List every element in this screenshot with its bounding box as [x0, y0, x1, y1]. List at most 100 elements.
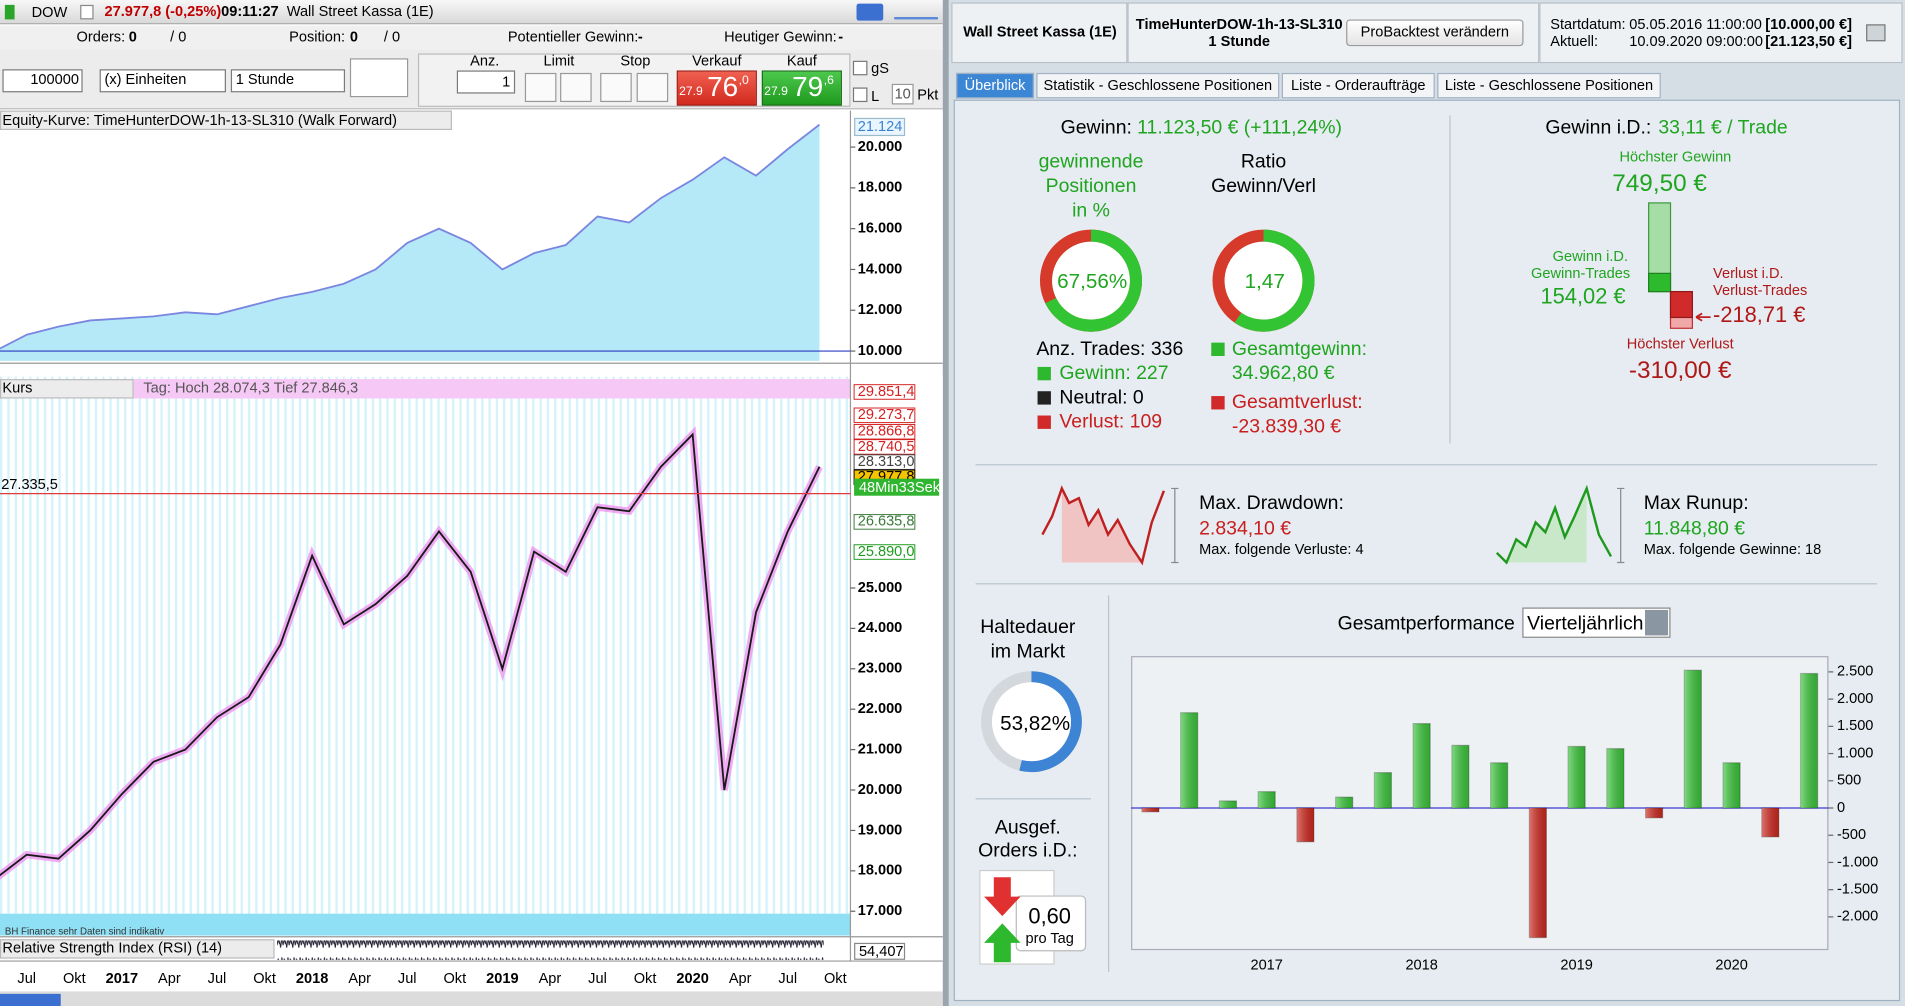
win-rate-donut-hole: [1052, 241, 1130, 320]
tab-label[interactable]: Statistik - Geschlossene Positionen: [1043, 76, 1273, 94]
buy-button[interactable]: [761, 70, 842, 106]
bar-shade: [1529, 808, 1547, 938]
y-tick-label: 500: [1837, 773, 1861, 789]
quantity-field[interactable]: [456, 70, 516, 94]
bar-shade: [1761, 808, 1779, 837]
bar-shade: [1413, 723, 1431, 809]
label: Pkt: [917, 86, 939, 104]
x-tick-label: 2019: [1560, 958, 1592, 974]
label: im Markt: [990, 641, 1066, 663]
price-tag-label: 28.740,5: [858, 439, 915, 455]
label: 05.05.2016 11:00:00: [1629, 15, 1762, 33]
label: 53,82%: [1000, 711, 1071, 736]
label: 10: [894, 85, 911, 103]
select-value[interactable]: Vierteljährlich: [1527, 613, 1644, 635]
bar-shade: [1141, 808, 1159, 812]
timeframe-select[interactable]: [230, 69, 346, 93]
x-tick-label: 2017: [1250, 958, 1282, 974]
label: gS: [871, 59, 889, 77]
x-tick-label: 2020: [1715, 958, 1747, 974]
limit-buy-button[interactable]: [524, 72, 557, 103]
x-tick-label: Okt: [253, 969, 276, 987]
input-value: 100000: [30, 70, 79, 88]
button-text: 76: [707, 70, 739, 103]
price-panel-bg: [0, 376, 851, 936]
bar-shade: [1800, 673, 1818, 809]
select-value[interactable]: (x) Einheiten: [104, 70, 187, 88]
header-cell: [951, 2, 1128, 64]
tab-label[interactable]: Überblick: [964, 76, 1026, 94]
x-tick-label: Jul: [207, 969, 227, 987]
label: Max Runup:: [1643, 493, 1749, 514]
label: pro Tag: [1025, 929, 1074, 947]
label: -23.839,30 €: [1231, 416, 1342, 438]
button-text: 27.9: [764, 85, 788, 99]
bar-shade: [1568, 746, 1586, 809]
label: 1,47: [1244, 269, 1285, 293]
label: Gesamtverlust:: [1231, 392, 1363, 414]
l-checkbox[interactable]: [852, 87, 868, 103]
tab-label[interactable]: Liste - Geschlossene Positionen: [1444, 76, 1654, 94]
status-row: [0, 25, 943, 50]
price-tag-label: 28.866,8: [858, 424, 915, 440]
legend-square: [1211, 342, 1225, 356]
bar-shade: [1180, 712, 1198, 809]
label: Neutral: 0: [1059, 387, 1144, 409]
label: gewinnende: [1038, 151, 1144, 173]
tab-label[interactable]: Liste - Orderaufträge: [1291, 76, 1426, 94]
price-line: [0, 432, 821, 877]
gs-checkbox[interactable]: [852, 60, 868, 76]
label: -: [637, 27, 643, 45]
left-bottom-bar: [0, 991, 943, 1006]
horizontal-line-label: 27.335,5: [1, 477, 58, 493]
x-tick-label: Okt: [62, 969, 86, 987]
tab[interactable]: [956, 72, 1034, 99]
info-icon: [80, 4, 94, 20]
price-tag-label: 26.635,8: [858, 514, 915, 530]
start-button[interactable]: [0, 993, 61, 1006]
label: Wall Street Kassa (1E): [963, 23, 1117, 41]
rsi-header: [0, 939, 275, 959]
panel-title: Relative Strength Index (RSI) (14): [2, 939, 223, 957]
label: Ratio: [1240, 151, 1287, 173]
unit-select[interactable]: [99, 69, 226, 93]
stop-sell-button[interactable]: [636, 72, 669, 103]
marker-band: [0, 913, 851, 936]
x-tick-label: Okt: [443, 969, 467, 987]
label: Verlust-Trades: [1713, 281, 1808, 299]
divider: [975, 583, 1878, 585]
button-text[interactable]: ProBacktest verändern: [1360, 23, 1509, 41]
x-tick-label: Jul: [588, 969, 607, 987]
panel-title: Equity-Kurve: TimeHunterDOW-1h-13-SL310 …: [2, 111, 398, 129]
keyboard-button[interactable]: [856, 3, 884, 21]
edit-backtest-button[interactable]: [1346, 19, 1524, 47]
win-rate-donut: [1039, 229, 1143, 332]
price-tag: [853, 423, 916, 440]
stop-buy-button[interactable]: [600, 72, 632, 103]
period-select-arrow[interactable]: [1645, 609, 1669, 636]
avg-win-bar: [1648, 272, 1672, 293]
tab[interactable]: [1281, 72, 1435, 99]
label: 0,60: [1028, 903, 1071, 929]
price-tag: [853, 384, 916, 400]
label: Gewinn i.D.: [1552, 247, 1629, 265]
x-tick-label: 2018: [295, 969, 329, 987]
tab[interactable]: [1036, 72, 1280, 99]
pkt-field[interactable]: [891, 83, 914, 105]
chart-type-button[interactable]: [349, 58, 409, 98]
sell-button[interactable]: [676, 70, 757, 106]
bar-shade: [1606, 748, 1624, 809]
tab[interactable]: [1437, 72, 1661, 99]
label: [21.123,50 €]: [1765, 32, 1853, 50]
window-buttons[interactable]: [894, 5, 938, 20]
print-icon[interactable]: [1866, 24, 1886, 42]
label: [10.000,00 €]: [1765, 15, 1853, 33]
limit-sell-button[interactable]: [560, 72, 592, 103]
label: 33,11 € / Trade: [1658, 117, 1788, 139]
x-tick-label: 2020: [676, 969, 709, 987]
select-value[interactable]: 1 Stunde: [235, 70, 295, 88]
quantity-input[interactable]: [2, 69, 83, 93]
